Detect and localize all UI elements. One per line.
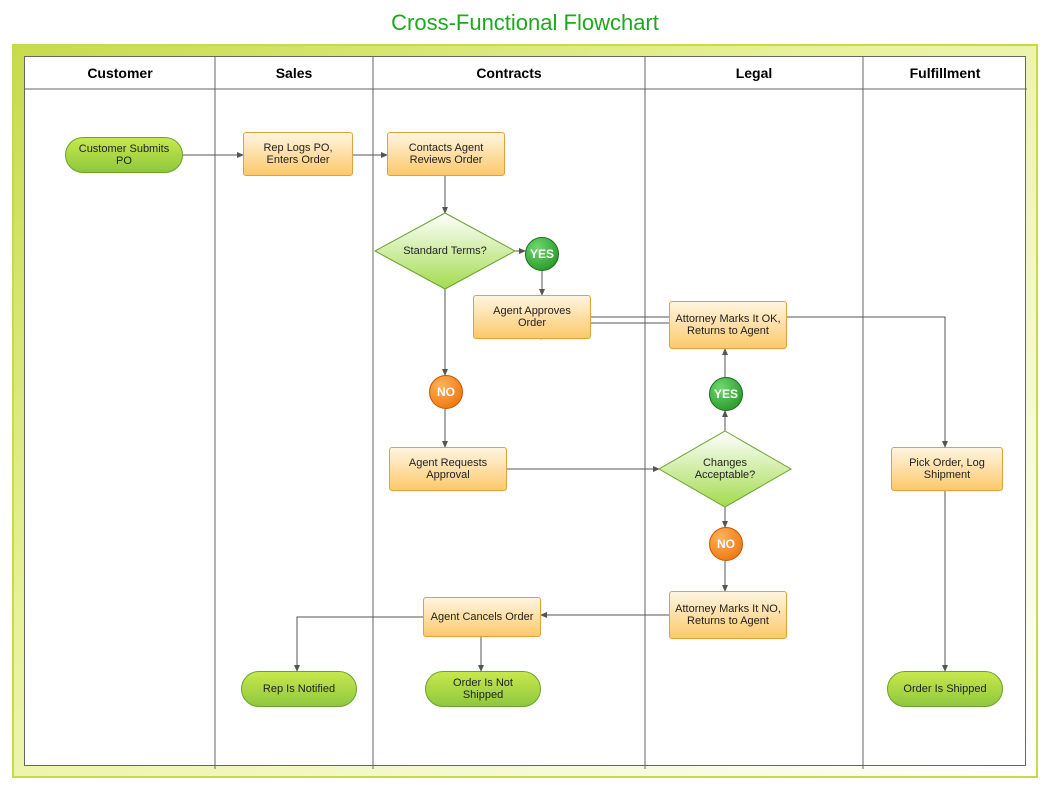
node-yes-2: YES	[709, 377, 743, 411]
swimlane-canvas: Customer Sales Contracts Legal Fulfillme…	[24, 56, 1026, 766]
node-attorney-ok: Attorney Marks It OK, Returns to Agent	[669, 301, 787, 349]
node-attorney-no: Attorney Marks It NO, Returns to Agent	[669, 591, 787, 639]
outer-frame: Customer Sales Contracts Legal Fulfillme…	[12, 44, 1038, 778]
edges	[183, 155, 945, 671]
chart-title: Cross-Functional Flowchart	[0, 10, 1050, 36]
node-order-not-shipped: Order Is Not Shipped	[425, 671, 541, 707]
node-agent-requests: Agent Requests Approval	[389, 447, 507, 491]
node-no-1: NO	[429, 375, 463, 409]
node-rep-notified: Rep Is Notified	[241, 671, 357, 707]
node-order-shipped: Order Is Shipped	[887, 671, 1003, 707]
node-no-2: NO	[709, 527, 743, 561]
node-agent-cancels: Agent Cancels Order	[423, 597, 541, 637]
node-contacts-agent: Contacts Agent Reviews Order	[387, 132, 505, 176]
node-rep-logs: Rep Logs PO, Enters Order	[243, 132, 353, 176]
node-yes-1: YES	[525, 237, 559, 271]
node-agent-approves: Agent Approves Order	[473, 295, 591, 339]
node-pick-order: Pick Order, Log Shipment	[891, 447, 1003, 491]
node-customer-submits: Customer Submits PO	[65, 137, 183, 173]
